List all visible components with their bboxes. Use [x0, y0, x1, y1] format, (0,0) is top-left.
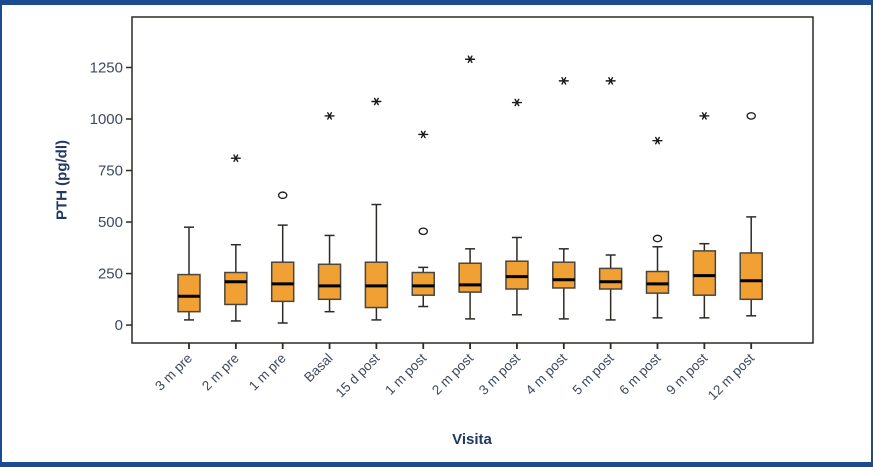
y-axis-title: PTH (pg/dl): [54, 140, 71, 220]
boxplot-15-d-post: [364, 97, 389, 321]
outlier-asterisk-marker: [465, 55, 476, 64]
x-axis-title: Visita: [452, 431, 492, 448]
boxplot-2-m-pre: [224, 154, 248, 322]
y-tick-label: 1250: [90, 59, 123, 76]
x-tick-label: 12 m post: [705, 350, 758, 403]
iqr-box: [505, 260, 529, 290]
iqr-box: [224, 271, 248, 306]
plot-generated: 0 250 500 750 1000 1250 3 m pre 2 m pre 1 m pre B…: [90, 16, 814, 403]
iqr-box: [317, 263, 342, 301]
boxplot-5-m-post: [598, 77, 623, 321]
x-tick-label: 15 d post: [333, 350, 383, 400]
iqr-box: [552, 261, 576, 289]
x-tick-label: 6 m post: [616, 350, 663, 397]
boxplot-4-m-post: [552, 77, 576, 320]
x-tick-label: 4 m post: [523, 350, 570, 397]
x-tick-label: 3 m pre: [152, 351, 195, 394]
y-tick-label: 750: [98, 163, 123, 180]
y-tick-label: 0: [115, 317, 123, 334]
boxplot-3-m-post: [505, 98, 529, 316]
outlier-asterisk-marker: [558, 77, 569, 85]
iqr-box: [645, 270, 670, 294]
outlier-circle-marker: [746, 112, 756, 120]
iqr-box: [739, 252, 763, 301]
outlier-asterisk-marker: [418, 130, 429, 139]
iqr-box: [598, 267, 623, 290]
outlier-circle-marker: [652, 234, 663, 243]
x-tick-label: 3 m post: [476, 350, 523, 397]
outlier-asterisk-marker: [230, 154, 241, 162]
outlier-asterisk-marker: [511, 98, 523, 107]
plot-frame: [131, 16, 814, 344]
outlier-asterisk-marker: [652, 136, 663, 145]
iqr-box: [177, 273, 201, 313]
outlier-asterisk-marker: [324, 112, 335, 120]
x-tick-label: 2 m pre: [199, 351, 242, 394]
y-tick-label: 250: [98, 266, 123, 283]
iqr-box: [692, 250, 717, 296]
boxplot-1-m-pre: [270, 191, 295, 324]
boxplot-3-m-pre: [177, 226, 201, 321]
outlier-asterisk-marker: [605, 77, 616, 85]
x-tick-label: 5 m post: [570, 350, 617, 397]
boxplot-6-m-post: [645, 136, 670, 319]
y-tick-label: 1000: [90, 111, 123, 128]
boxplot-1-m-post: [411, 130, 435, 308]
x-tick-label: 9 m post: [663, 350, 710, 397]
iqr-box: [270, 261, 295, 303]
boxplot-9-m-post: [692, 112, 717, 319]
outlier-asterisk-marker: [699, 112, 710, 120]
boxplot-2-m-post: [458, 55, 482, 320]
outlier-asterisk-marker: [371, 97, 382, 106]
x-tick-label: 2 m post: [429, 350, 476, 397]
x-tick-label: 1 m post: [382, 350, 429, 397]
boxplot-basal: [317, 112, 342, 313]
outlier-circle-marker: [277, 191, 288, 200]
iqr-box: [411, 271, 435, 296]
x-tick-label: Basal: [301, 351, 335, 385]
outlier-circle-marker: [418, 227, 428, 236]
iqr-box: [458, 262, 482, 293]
y-tick-label: 500: [98, 214, 123, 231]
boxplot-12-m-post: [739, 112, 763, 317]
x-tick-label: 1 m pre: [246, 351, 289, 394]
